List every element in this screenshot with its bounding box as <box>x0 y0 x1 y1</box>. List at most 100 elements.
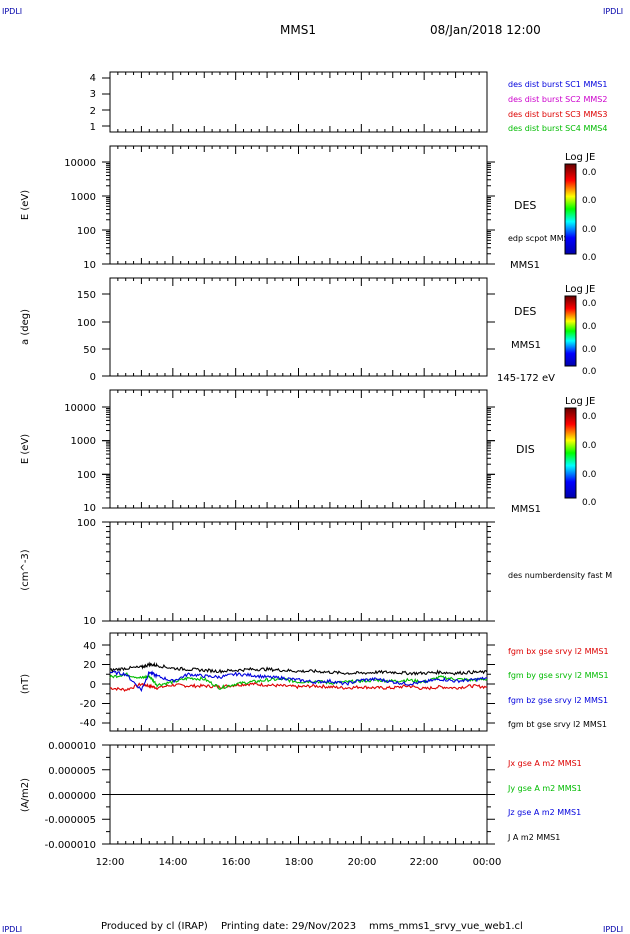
p5-ylabel: (cm^-3) <box>20 549 31 590</box>
colorbar-tick-label: 0.0 <box>582 441 597 451</box>
y-tick-label: -0.000010 <box>45 840 96 851</box>
corner-label-bottom-right: IPDLI <box>603 925 623 934</box>
y-tick-label: 10 <box>83 503 96 514</box>
y-tick-label: 2 <box>90 106 96 117</box>
colorbar-tick-label: 0.0 <box>582 345 597 355</box>
y-tick-label: 150 <box>77 290 96 301</box>
time-tick-label: 16:00 <box>222 857 251 868</box>
colorbar-tick-label: 0.0 <box>582 225 597 235</box>
p2-colorbar <box>564 163 577 255</box>
p4-yticks: 10000 1000 100 10 <box>64 403 96 514</box>
panel-density <box>109 521 488 622</box>
series-line-1 <box>109 682 488 692</box>
y-tick-label: 0 <box>90 680 96 691</box>
legend-item-sc3: des dist burst SC3 MMS3 <box>508 110 607 119</box>
y-tick-label: 100 <box>77 318 96 329</box>
colorbar-tick-label: 0.0 <box>582 196 597 206</box>
corner-label-top-left: IPDLI <box>2 7 22 16</box>
legend-item-sc4: des dist burst SC4 MMS4 <box>508 124 607 133</box>
p5-yticks: 100 10 <box>77 518 96 627</box>
y-tick-label: 10000 <box>64 158 96 169</box>
p1-yticks: 4 3 2 1 <box>90 73 96 133</box>
footer-product-name: mms_mms1_srvy_vue_web1.cl <box>369 921 523 932</box>
p2-colorbar-title: Log JE <box>565 152 595 163</box>
p3-colorbar-title: Log JE <box>565 284 595 295</box>
colorbar-tick-label: 0.0 <box>582 168 597 178</box>
legend-item-bx: fgm bx gse srvy l2 MMS1 <box>508 647 609 656</box>
p6-series <box>109 661 488 693</box>
y-tick-label: 1000 <box>71 192 96 203</box>
time-tick-label: 18:00 <box>285 857 314 868</box>
p6-legend: fgm bx gse srvy l2 MMS1 fgm by gse srvy … <box>508 647 609 729</box>
y-tick-label: 0.000005 <box>48 766 96 777</box>
colorbar-tick-label: 0.0 <box>582 253 597 263</box>
p3-ylabel: a (deg) <box>20 309 31 345</box>
p3-sc-label: MMS1 <box>511 340 541 351</box>
p2-instrument-label: DES <box>514 199 536 212</box>
p2-sc-label: MMS1 <box>510 260 540 271</box>
y-tick-label: 0.000010 <box>48 741 96 752</box>
p3-instrument-label: DES <box>514 305 536 318</box>
p3-colorbar-ticks: 0.0 0.0 0.0 0.0 <box>582 299 597 377</box>
legend-item-by: fgm by gse srvy l2 MMS1 <box>508 671 609 680</box>
p4-sc-label: MMS1 <box>511 504 541 515</box>
y-tick-label: -40 <box>80 718 96 729</box>
y-tick-label: -0.000005 <box>45 815 96 826</box>
colorbar-tick-label: 0.0 <box>582 322 597 332</box>
p4-colorbar-title: Log JE <box>565 396 595 407</box>
p4-instrument-label: DIS <box>516 443 535 456</box>
footer-produced-by: Produced by cl (IRAP) <box>101 921 208 932</box>
y-tick-label: 4 <box>90 73 96 84</box>
panel-dis-energy-spectrogram <box>109 389 488 509</box>
p1-legend: des dist burst SC1 MMS1 des dist burst S… <box>508 80 607 133</box>
y-tick-label: 100 <box>77 226 96 237</box>
footer-printing-date: Printing date: 29/Nov/2023 <box>221 921 356 932</box>
p2-extra-label: edp scpot MMS1 <box>508 234 574 243</box>
legend-item-bt: fgm bt gse srvy l2 MMS1 <box>508 720 607 729</box>
colorbar-tick-label: 0.0 <box>582 367 597 377</box>
panel-sc-availability <box>109 71 488 133</box>
y-tick-label: 1 <box>90 122 96 133</box>
p6-yticks: 40 20 0 -20 -40 <box>80 641 96 729</box>
time-tick-label: 20:00 <box>348 857 377 868</box>
p4-log-ticks <box>102 406 495 509</box>
y-tick-label: -20 <box>80 699 96 710</box>
time-tick-label: 12:00 <box>96 857 125 868</box>
panel-des-energy-spectrogram <box>109 145 488 265</box>
y-tick-label: 40 <box>83 641 96 652</box>
legend-item-jx: Jx gse A m2 MMS1 <box>507 759 582 768</box>
p3-ytick-marks <box>102 293 495 377</box>
p4-colorbar <box>564 407 577 499</box>
spacecraft-title: MMS1 <box>280 23 316 37</box>
p2-ylabel: E (eV) <box>20 190 31 220</box>
colorbar-tick-label: 0.0 <box>582 498 597 508</box>
y-tick-label: 20 <box>83 660 96 671</box>
y-tick-label: 10 <box>83 616 96 627</box>
series-line-3 <box>109 670 488 693</box>
y-tick-label: 100 <box>77 470 96 481</box>
p4-ylabel: E (eV) <box>20 434 31 464</box>
legend-item-jy: Jy gse A m2 MMS1 <box>507 784 582 793</box>
colorbar-tick-label: 0.0 <box>582 470 597 480</box>
y-tick-label: 10 <box>83 260 96 271</box>
time-tick-label: 22:00 <box>410 857 439 868</box>
datetime-title: 08/Jan/2018 12:00 <box>430 23 541 37</box>
p3-energy-label: 145-172 eV <box>497 373 555 384</box>
y-tick-label: 50 <box>83 345 96 356</box>
y-tick-label: 10000 <box>64 403 96 414</box>
corner-label-bottom-left: IPDLI <box>2 925 22 934</box>
p6-ytick-marks <box>102 644 495 724</box>
p3-yticks: 150 100 50 0 <box>77 290 96 383</box>
p7-ylabel: (A/m2) <box>20 778 31 812</box>
y-tick-label: 0 <box>90 372 96 383</box>
legend-item-sc1: des dist burst SC1 MMS1 <box>508 80 607 89</box>
p2-yticks: 10000 1000 100 10 <box>64 158 96 271</box>
p1-ytick-marks <box>102 77 110 127</box>
colorbar-tick-label: 0.0 <box>582 412 597 422</box>
p7-legend: Jx gse A m2 MMS1 Jy gse A m2 MMS1 Jz gse… <box>507 759 582 842</box>
p2-log-ticks <box>102 161 495 265</box>
p3-colorbar <box>564 295 577 367</box>
y-tick-label: 3 <box>90 89 96 100</box>
p5-legend: des numberdensity fast M <box>508 571 612 580</box>
